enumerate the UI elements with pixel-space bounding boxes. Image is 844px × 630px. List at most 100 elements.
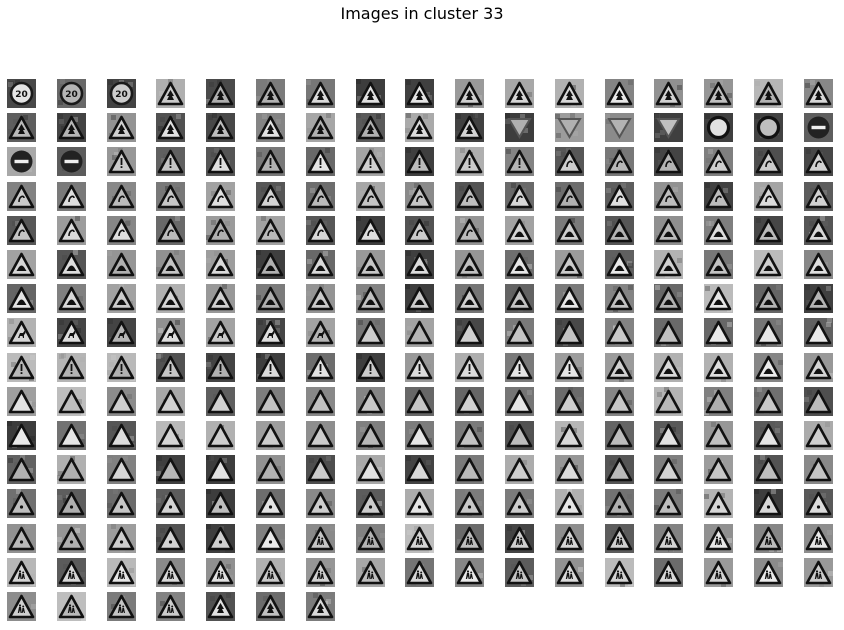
sign-thumbnail-triangle [605,421,634,450]
sign-thumbnail-dot [256,524,285,553]
sign-thumbnail-curve [107,182,136,211]
sign-thumbnail-kids [57,558,86,587]
sign-thumbnail-triangle [455,455,484,484]
sign-thumbnail-deer [107,318,136,347]
sign-thumbnail-kids [206,558,235,587]
sign-thumbnail-kids [605,558,634,587]
sign-thumbnail-curve [804,147,833,176]
sign-thumbnail-dot [206,524,235,553]
sign-thumbnail-curve [156,216,185,245]
sign-thumbnail-kids [306,558,335,587]
sign-thumbnail-curve [306,182,335,211]
sign-thumbnail-bump [356,250,385,279]
sign-thumbnail-dot [455,489,484,518]
sign-thumbnail-curve [455,216,484,245]
sign-thumbnail-excl [505,353,534,382]
sign-thumbnail-tree [107,113,136,142]
sign-thumbnail-dot [7,489,36,518]
sign-thumbnail-triangle [505,318,534,347]
sign-thumbnail-kids [405,558,434,587]
sign-thumbnail-triangle [356,318,385,347]
sign-thumbnail-yield [505,113,534,142]
sign-thumbnail-kids [505,558,534,587]
sign-thumbnail-dot [256,489,285,518]
sign-thumbnail-bump [455,284,484,313]
sign-thumbnail-bump [654,353,683,382]
sign-thumbnail-triangle [804,318,833,347]
sign-thumbnail-bump [804,216,833,245]
sign-thumbnail-dot [7,524,36,553]
sign-thumbnail-bump [306,250,335,279]
sign-thumbnail-triangle [654,318,683,347]
sign-thumbnail-limit20: 20 [57,79,86,108]
sign-thumbnail-deer [156,318,185,347]
sign-thumbnail-noentry [7,147,36,176]
sign-thumbnail-curve [605,147,634,176]
sign-thumbnail-dot [405,489,434,518]
sign-thumbnail-triangle [7,455,36,484]
sign-thumbnail-triangle [306,421,335,450]
sign-thumbnail-curve [654,182,683,211]
sign-thumbnail-kids [804,558,833,587]
sign-thumbnail-bump [704,284,733,313]
sign-thumbnail-bump [156,284,185,313]
sign-thumbnail-triangle [7,387,36,416]
sign-thumbnail-dot [505,489,534,518]
sign-thumbnail-excl [306,353,335,382]
sign-thumbnail-tree [704,79,733,108]
sign-thumbnail-dot [107,524,136,553]
sign-thumbnail-bump [754,216,783,245]
sign-thumbnail-deer [256,318,285,347]
sign-thumbnail-triangle [704,455,733,484]
sign-thumbnail-bump [704,353,733,382]
sign-thumbnail-curve [356,216,385,245]
sign-thumbnail-triangle [704,387,733,416]
sign-thumbnail-ring [754,113,783,142]
sign-thumbnail-kids [704,558,733,587]
sign-thumbnail-tree [306,113,335,142]
sign-thumbnail-triangle [555,387,584,416]
sign-thumbnail-triangle [804,455,833,484]
sign-thumbnail-triangle [605,455,634,484]
sign-thumbnail-deer [7,318,36,347]
sign-thumbnail-excl [7,353,36,382]
sign-thumbnail-bump [306,284,335,313]
sign-thumbnail-curve [256,216,285,245]
sign-thumbnail-bump [206,284,235,313]
sign-thumbnail-curve [206,216,235,245]
sign-thumbnail-triangle [704,318,733,347]
sign-thumbnail-triangle [256,455,285,484]
sign-thumbnail-curve [156,182,185,211]
sign-thumbnail-curve [505,182,534,211]
sign-thumbnail-triangle [555,455,584,484]
sign-thumbnail-triangle [754,318,783,347]
sign-thumbnail-kids [7,558,36,587]
sign-thumbnail-yield [654,113,683,142]
sign-thumbnail-tree [57,113,86,142]
sign-thumbnail-curve [555,182,584,211]
sign-thumbnail-curve [206,182,235,211]
sign-thumbnail-triangle [356,455,385,484]
sign-thumbnail-triangle [405,455,434,484]
sign-thumbnail-triangle [754,455,783,484]
sign-thumbnail-triangle [555,421,584,450]
sign-thumbnail-excl [206,147,235,176]
sign-thumbnail-limit20: 20 [107,79,136,108]
sign-thumbnail-dot [654,489,683,518]
sign-thumbnail-curve [7,216,36,245]
sign-thumbnail-curve [455,182,484,211]
sign-thumbnail-curve [704,147,733,176]
sign-thumbnail-bump [605,353,634,382]
sign-thumbnail-triangle [804,387,833,416]
sign-thumbnail-ring [704,113,733,142]
sign-thumbnail-tree [256,592,285,621]
sign-thumbnail-triangle [605,387,634,416]
sign-thumbnail-deer [206,318,235,347]
sign-thumbnail-kids [107,592,136,621]
sign-thumbnail-triangle [306,455,335,484]
sign-thumbnail-curve [57,216,86,245]
sign-thumbnail-curve [405,182,434,211]
sign-thumbnail-kids [107,558,136,587]
sign-thumbnail-tree [206,79,235,108]
